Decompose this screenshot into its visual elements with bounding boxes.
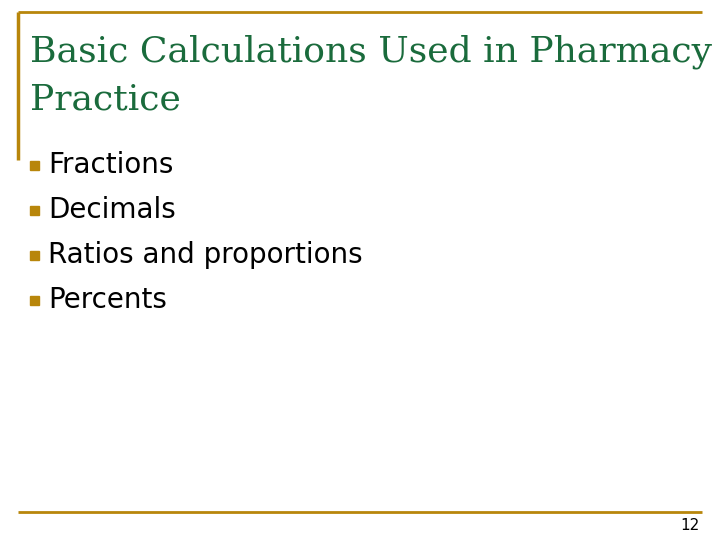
Text: Fractions: Fractions	[48, 151, 174, 179]
Text: Percents: Percents	[48, 286, 167, 314]
FancyBboxPatch shape	[30, 206, 39, 214]
FancyBboxPatch shape	[30, 251, 39, 260]
Text: Ratios and proportions: Ratios and proportions	[48, 241, 363, 269]
Text: 12: 12	[680, 518, 700, 534]
Text: Decimals: Decimals	[48, 196, 176, 224]
FancyBboxPatch shape	[30, 295, 39, 305]
Text: Basic Calculations Used in Pharmacy: Basic Calculations Used in Pharmacy	[30, 35, 712, 69]
FancyBboxPatch shape	[30, 160, 39, 170]
Text: Practice: Practice	[30, 83, 181, 117]
